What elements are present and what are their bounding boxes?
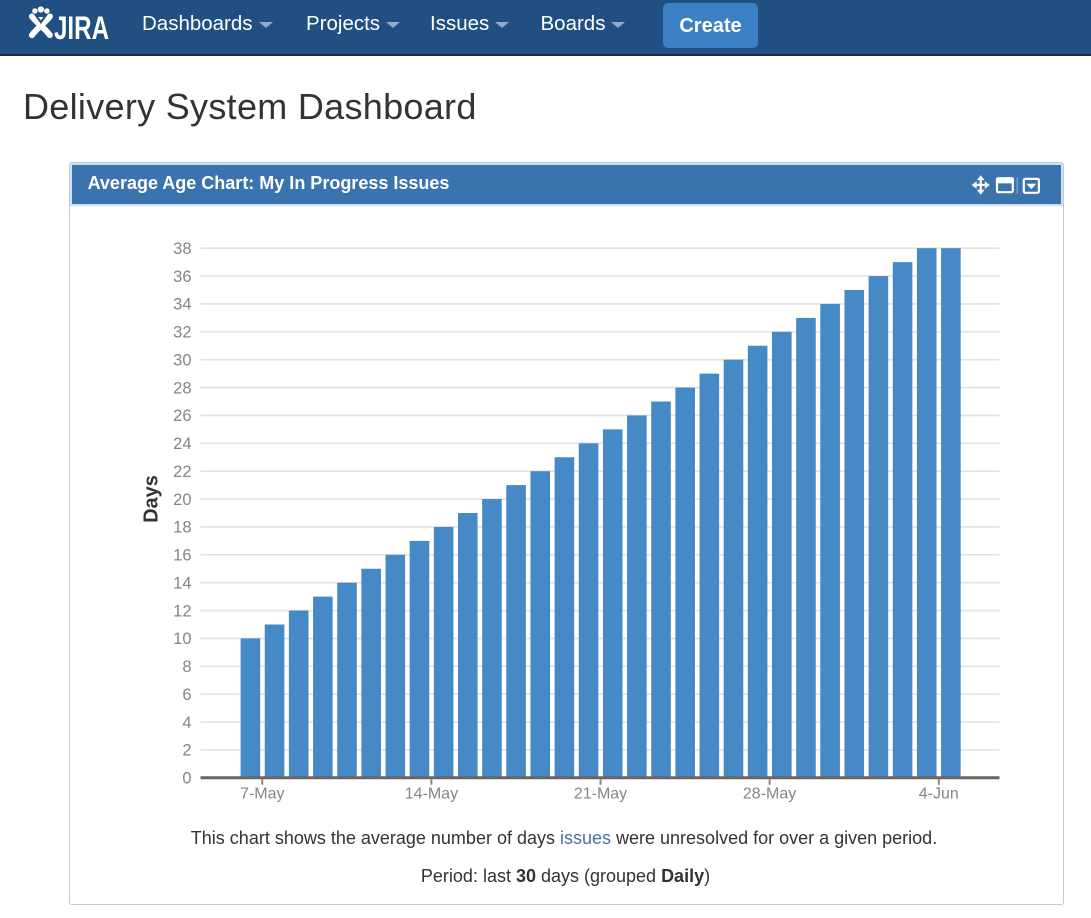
svg-text:JIRA: JIRA: [54, 10, 109, 46]
